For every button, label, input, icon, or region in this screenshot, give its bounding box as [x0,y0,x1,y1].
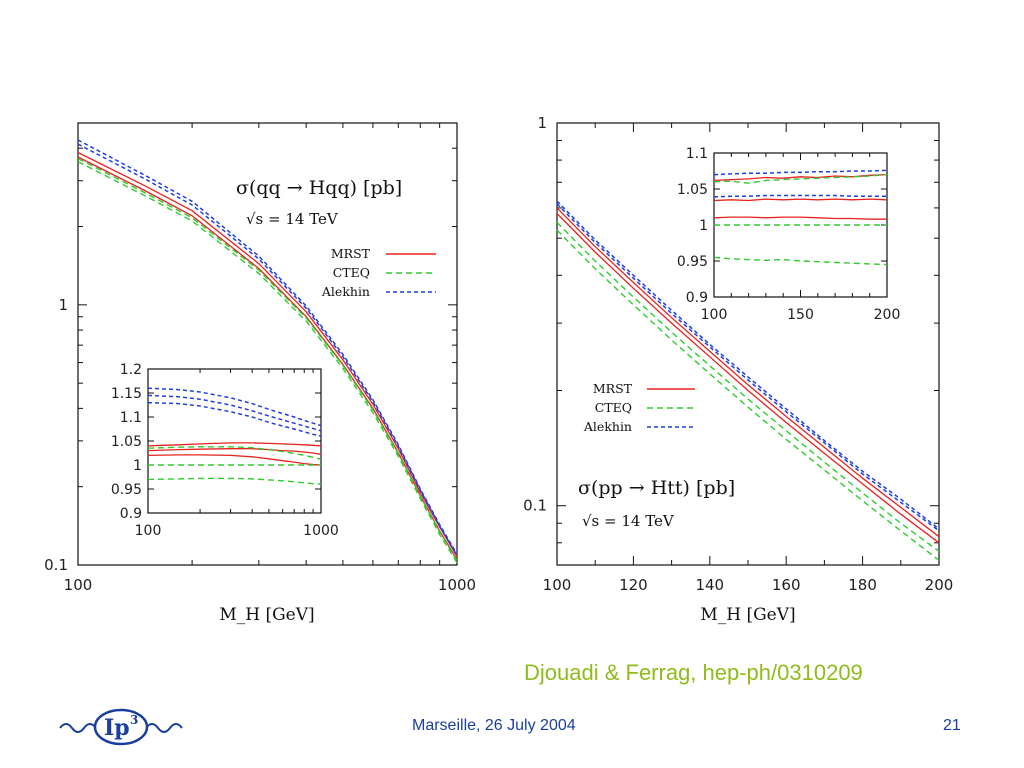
right-x-axis-label: M_H [GeV] [700,605,795,625]
right-x-tick-label: 200 [925,576,954,594]
citation-text: Djouadi & Ferrag, hep-ph/0310209 [524,660,863,685]
right-legend-label-cteq: CTEQ [595,400,632,415]
left-inset-y-tick-label: 0.9 [120,506,142,522]
left-series-line-cteq-3 [77,157,458,561]
left-chart-title: σ(qq → Hqq) [pb] [236,177,402,199]
right-inset-x-tick-label: 100 [701,307,728,323]
right-x-tick-label: 100 [543,576,572,594]
left-series-line-mrst-1 [77,151,458,557]
left-inset-y-tick-label: 0.95 [111,482,142,498]
right-inset-y-tick-label: 0.9 [686,290,708,306]
right-x-tick-label: 140 [695,576,724,594]
right-chart-title: σ(pp → Htt) [pb] [578,477,735,499]
left-inset-series-line-alekhin-8 [147,401,322,437]
left-inset-y-tick-label: 1.05 [111,434,142,450]
left-legend-label-cteq: CTEQ [333,265,370,280]
right-inset-y-tick-label: 0.95 [677,254,708,270]
left-inset-y-tick-label: 1 [133,458,142,474]
right-inset-series-line-mrst-2 [713,216,887,220]
right-inset-x-tick-label: 150 [787,307,814,323]
left-chart-subtitle: √s = 14 TeV [246,210,339,228]
right-chart: 100 120 140 160 180 200 0.1 1 M_H [GeV] σ(pp → Ht… [523,114,953,625]
left-inset-x-tick-label: 1000 [303,523,339,539]
left-series-line-cteq-2 [77,161,458,564]
left-inset-series-line-cteq-5 [147,477,322,485]
right-inset-x-tick-label: 200 [874,307,901,323]
right-series-line-mrst-0 [556,213,940,544]
left-plot-frame [77,122,458,566]
right-series-line-alekhin-5 [556,200,940,530]
right-inset-y-tick-label: 1 [699,218,708,234]
left-series-line-alekhin-5 [77,143,458,556]
right-chart-subtitle: √s = 14 TeV [582,512,675,530]
right-inset-y-tick-label: 1.05 [677,182,708,198]
right-inset-y-tick-label: 1.1 [686,146,708,162]
right-legend-label-alekhin: Alekhin [583,419,632,434]
left-inset-series-line-mrst-0 [147,442,322,447]
left-y-tick-label: 1 [58,296,68,314]
left-inset-series-line-mrst-2 [147,454,322,466]
right-series-line-cteq-2 [556,221,940,552]
right-legend-label-mrst: MRST [593,381,633,396]
right-y-tick-label: 0.1 [523,497,547,515]
logo-text: Ip [104,715,130,741]
left-inset-y-tick-label: 1.2 [120,362,142,378]
right-series-line-cteq-3 [556,229,940,561]
logo-superscript: 3 [130,713,138,727]
left-y-tick-label: 0.1 [44,556,68,574]
left-inset-series-line-alekhin-6 [147,387,322,427]
left-inset-y-tick-label: 1.1 [120,410,142,426]
right-series-line-alekhin-4 [556,203,940,532]
right-inset-series-line-alekhin-6 [713,169,888,176]
left-inset-frame [147,368,322,514]
left-inset-x-tick-label: 100 [135,523,162,539]
left-inset-series-line-alekhin-7 [147,394,322,432]
left-inset-series-line-cteq-4 [147,446,322,460]
footer-location-date: Marseille, 26 July 2004 [412,717,576,734]
left-x-tick-label: 100 [64,576,93,594]
right-x-tick-label: 120 [619,576,648,594]
right-x-tick-label: 160 [772,576,801,594]
left-inset-y-tick-label: 1.15 [111,386,142,402]
left-legend-label-alekhin: Alekhin [321,284,370,299]
ip3-logo: Ip 3 [59,708,183,746]
left-x-axis-label: M_H [GeV] [219,605,314,625]
left-legend-label-mrst: MRST [331,246,371,261]
right-y-tick-label: 1 [537,114,547,132]
page-number: 21 [943,717,961,734]
left-x-tick-label: 1000 [438,576,476,594]
right-inset-series-line-cteq-5 [713,256,888,266]
right-x-tick-label: 180 [848,576,877,594]
right-series-line-mrst-1 [556,207,940,538]
left-chart: 100 1000 0.1 1 M_H [GeV] σ(qq → Hqq) [pb] √s =… [44,122,476,625]
right-inset-series-line-cteq-4 [713,173,888,184]
right-inset-series-line-mrst-1 [713,198,888,202]
right-inset-series-line-alekhin-7 [713,194,887,198]
